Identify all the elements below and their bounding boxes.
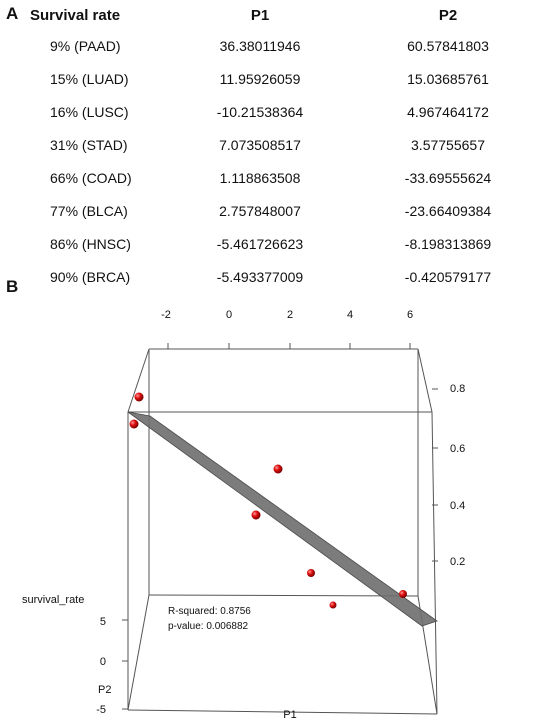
table-row: 90% (BRCA) -5.493377009 -0.420579177 [30,260,536,293]
cell-p1: 7.073508517 [219,136,301,153]
table-row: 16% (LUSC) -10.21538364 4.967464172 [30,95,536,128]
data-point [251,510,261,520]
p1-tick-label: -2 [161,309,171,321]
z-tick-label: 0.8 [450,383,465,395]
cell-p1: -5.461726623 [216,235,304,252]
r-squared-annotation: R-squared: 0.8756 [168,606,251,617]
table-row: 31% (STAD) 7.073508517 3.57755657 [30,128,536,161]
cell-p2: 3.57755657 [411,136,485,153]
y-axis-label: P2 [98,684,111,696]
table-row: 66% (COAD) 1.118863508 -33.69555624 [30,161,536,194]
cell-p1: 11.95926059 [219,70,301,87]
z-tick-label: 0.6 [450,443,465,455]
cell-p1: -10.21538364 [216,103,304,120]
x-axis-label: P1 [283,709,296,721]
box-edge [127,594,150,711]
cell-p2: 15.03685761 [407,70,489,87]
cell-survival: 15% (LUAD) [50,70,129,87]
p1-tick-label: 0 [226,309,232,321]
header-survival-rate: Survival rate [30,7,121,24]
p-value-annotation: p-value: 0.006882 [168,621,249,632]
cell-p2: 4.967464172 [407,103,489,120]
panel-a-label: A [6,4,19,23]
table-row: 86% (HNSC) -5.461726623 -8.198313869 [30,227,536,260]
table-row: 77% (BLCA) 2.757848007 -23.66409384 [30,194,536,227]
p1-tick-label: 4 [347,309,353,321]
data-point [134,392,144,402]
header-p2: P2 [438,7,458,24]
cell-p1: 1.118863508 [219,169,301,186]
box-edge [431,411,438,715]
cell-p1: 36.38011946 [219,37,301,54]
p2-tick-label: -5 [96,704,106,716]
cell-survival: 16% (LUSC) [50,103,129,120]
cell-survival: 66% (COAD) [50,169,132,186]
data-point [329,601,337,609]
table-header-row: Survival rate P1 P2 [30,2,536,29]
cell-survival: 9% (PAAD) [50,37,121,54]
header-p1: P1 [250,7,270,24]
p2-tick-label: 5 [100,616,106,628]
cell-survival: 86% (HNSC) [50,235,131,252]
cell-p2: -23.66409384 [404,202,492,219]
cell-p2: 60.57841803 [407,37,489,54]
z-axis-label: survival_rate [22,594,84,606]
cell-p1: 2.757848007 [219,202,301,219]
panel-b-label: B [6,277,19,296]
box-edge [417,348,433,413]
table-row: 15% (LUAD) 11.95926059 15.03685761 [30,62,536,95]
panel-a: A Survival rate P1 P2 9% (PAAD) 36.38011… [0,0,536,285]
cell-survival: 90% (BRCA) [50,268,131,285]
box-frame [127,348,438,715]
cell-p2: -8.198313869 [404,235,492,252]
scatter-3d-plot: -2 0 2 4 6 0.8 0.6 0.4 0.2 5 0 -5 surviv… [22,309,465,721]
data-point [307,569,315,577]
cell-survival: 31% (STAD) [50,136,128,153]
p1-tick-label: 2 [287,309,293,321]
box-edge [148,594,419,597]
cell-survival: 77% (BLCA) [50,202,128,219]
cell-p2: -0.420579177 [404,268,492,285]
survival-table: Survival rate P1 P2 9% (PAAD) 36.3801194… [30,2,536,293]
data-point [273,464,283,474]
p1-tick-label: 6 [407,309,413,321]
box-edge [127,709,438,715]
z-tick-label: 0.2 [450,556,465,568]
data-point [399,590,407,598]
cell-p1: -5.493377009 [216,268,304,285]
data-point [129,419,139,429]
box-edge [127,348,150,413]
regression-plane [127,411,438,627]
p2-tick-label: 0 [100,656,106,668]
z-tick-label: 0.4 [450,500,465,512]
cell-p2: -33.69555624 [404,169,492,186]
table-row: 9% (PAAD) 36.38011946 60.57841803 [30,29,536,62]
p1-ticks [167,343,411,349]
